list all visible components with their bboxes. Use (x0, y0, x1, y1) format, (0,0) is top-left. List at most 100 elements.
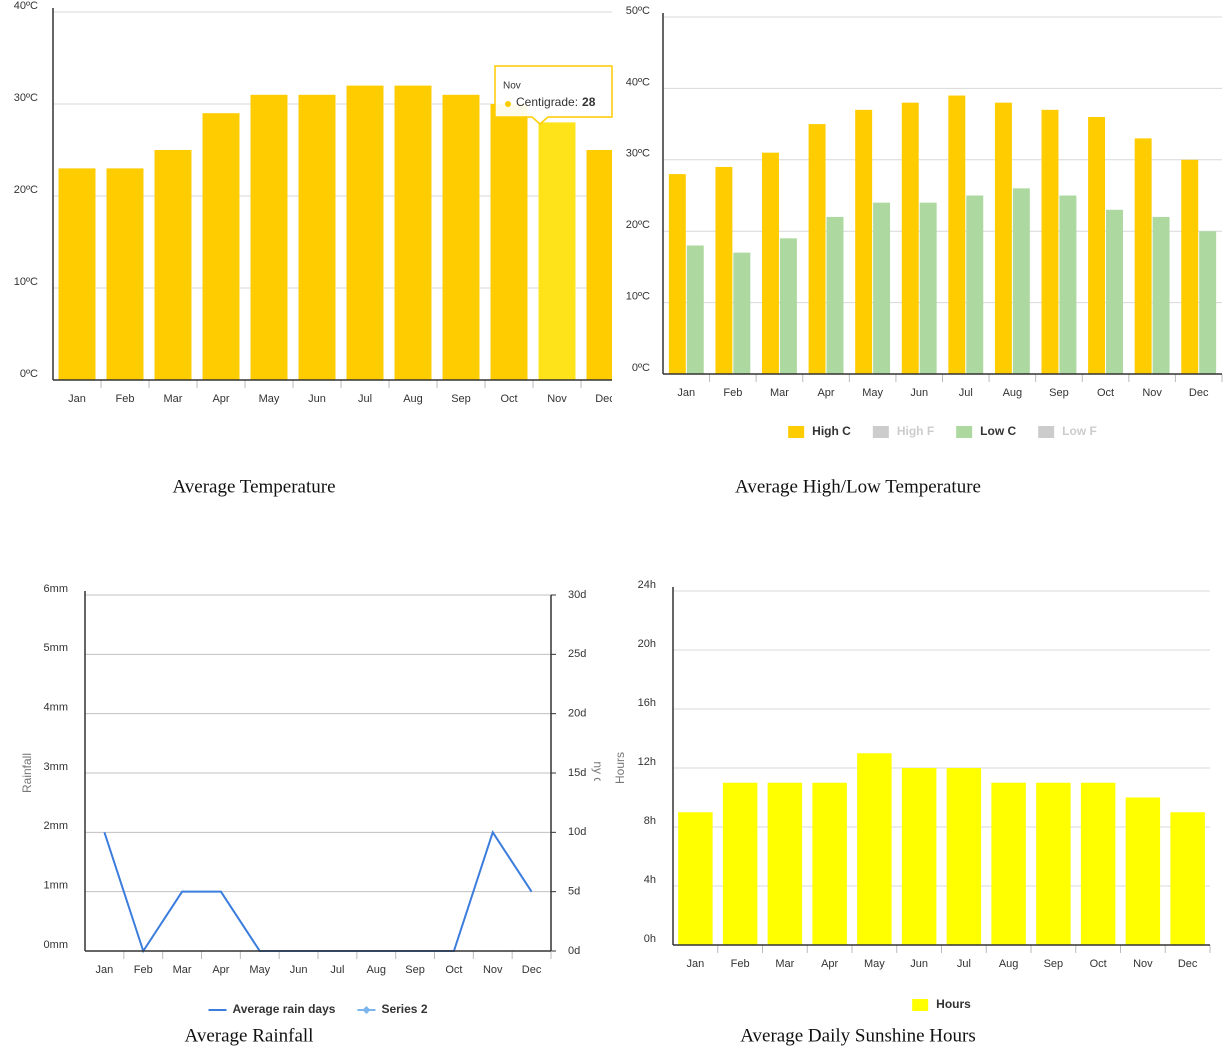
chart-caption: Average Rainfall (185, 1025, 314, 1046)
chart: 0ºC 10ºC 20ºC 30ºC 40ºC 50ºC Jan Feb Mar Apr May Ju… (626, 5, 1223, 399)
bar (106, 168, 144, 380)
x-tick-label: Sep (1044, 958, 1064, 970)
y2-tick-label: 0d (568, 945, 580, 957)
legend-swatch (788, 426, 805, 438)
bar (812, 782, 847, 945)
bar (855, 109, 873, 374)
x-tick-label: Jan (677, 387, 695, 399)
legend-item[interactable]: Low C (956, 424, 1016, 438)
y-tick-label: 30ºC (626, 148, 650, 160)
x-tick-label: Sep (1049, 387, 1069, 399)
x-tick-label: Jun (308, 393, 326, 405)
y2-tick-label: 20d (568, 708, 586, 720)
x-tick-label: Dec (595, 393, 615, 405)
x-tick-label: Feb (731, 958, 750, 970)
bar (767, 782, 803, 945)
y-tick-label: 6mm (44, 583, 68, 595)
legend-item[interactable]: Series 2 (357, 1002, 428, 1016)
bar (901, 768, 937, 945)
bar (668, 174, 686, 374)
bar (991, 782, 1026, 945)
legend-label: High F (897, 424, 934, 438)
y-tick-label: 4mm (44, 702, 68, 714)
x-tick-label: Mar (775, 958, 794, 970)
legend-item[interactable]: Average rain days (208, 1002, 336, 1016)
x-tick-label: Dec (1178, 958, 1198, 970)
y-tick-label: 3mm (44, 761, 68, 773)
x-tick-label: May (249, 964, 270, 976)
x-tick-label: Jun (910, 958, 928, 970)
bar (919, 202, 937, 374)
legend-label: Low C (980, 424, 1016, 438)
y-tick-label: 16h (638, 697, 656, 709)
y2-tick-label: 25d (568, 648, 586, 660)
bar (1059, 195, 1077, 374)
bar (1106, 209, 1123, 374)
legend-item[interactable]: High F (872, 424, 934, 438)
y-tick-label: 20h (638, 638, 656, 650)
y-tick-label: 0h (644, 933, 656, 945)
bar (762, 152, 779, 374)
bar (733, 252, 751, 374)
legend-item[interactable]: High C (788, 424, 851, 438)
legend-marker (362, 1006, 371, 1014)
y-tick-label: 8h (644, 815, 656, 827)
y-axis-label: Rainfall (20, 753, 34, 793)
x-tick-label: Nov (1133, 958, 1153, 970)
y-axis-label: Hours (613, 752, 627, 784)
bar (298, 94, 336, 381)
x-tick-label: Apr (212, 393, 229, 405)
bar (966, 195, 984, 374)
legend-label: Hours (936, 997, 971, 1011)
x-tick-label: Apr (212, 964, 229, 976)
legend: High C High F Low C Low F (788, 424, 1097, 438)
x-tick-label: Mar (164, 393, 183, 405)
y-tick-label: 20ºC (626, 219, 650, 231)
tooltip: Nov Centigrade: 28 (494, 65, 613, 125)
chart: 0mm 1mm 2mm 3mm 4mm 5mm 6mm 0d 5d 10d 15d 20d 25d 30d… (20, 583, 605, 976)
bar (1012, 188, 1030, 374)
legend-item[interactable]: Low F (1038, 424, 1097, 438)
x-tick-label: Oct (1097, 387, 1114, 399)
x-tick-label: Sep (451, 393, 471, 405)
legend: Hours (912, 997, 971, 1011)
x-tick-label: Oct (500, 393, 517, 405)
bar (1125, 797, 1161, 945)
bar (1199, 231, 1217, 374)
y-tick-label: 0ºC (20, 368, 38, 380)
y-tick-label: 20ºC (14, 184, 38, 196)
x-tick-label: Nov (1142, 387, 1162, 399)
bar (58, 168, 96, 380)
bar (346, 85, 384, 380)
y2-tick-label: 5d (568, 886, 580, 898)
tooltip-label: Centigrade: (516, 95, 578, 109)
bar (490, 104, 528, 380)
x-tick-label: Apr (821, 958, 838, 970)
tooltip-text: Centigrade: 28 (516, 95, 596, 109)
tooltip-value: 28 (582, 95, 596, 109)
bar (686, 245, 704, 374)
chart-caption: Average High/Low Temperature (735, 476, 981, 497)
bar (1088, 116, 1106, 375)
x-tick-label: Aug (999, 958, 1019, 970)
bar (857, 753, 892, 945)
y-tick-label: 4h (644, 874, 656, 886)
legend: Average rain days Series 2 (208, 1002, 428, 1016)
bar (1080, 782, 1116, 945)
x-tick-label: Aug (366, 964, 386, 976)
y-tick-label: 12h (638, 756, 656, 768)
bar (779, 238, 797, 374)
x-tick-label: Oct (1090, 958, 1107, 970)
chart: 0h 4h 8h 12h 16h 20h 24h Hours Jan Feb Mar Apr May Ju… (613, 579, 1211, 970)
legend-swatch (1038, 426, 1055, 438)
y2-tick-label: 10d (568, 826, 586, 838)
y-tick-label: 40ºC (626, 76, 650, 88)
y-tick-label: 0ºC (632, 362, 650, 374)
x-tick-label: Nov (483, 964, 503, 976)
legend-label: High C (812, 424, 851, 438)
bar (808, 124, 826, 374)
x-tick-label: Mar (770, 387, 789, 399)
legend-item[interactable]: Hours (912, 997, 971, 1011)
chart-caption: Average Daily Sunshine Hours (740, 1025, 976, 1046)
